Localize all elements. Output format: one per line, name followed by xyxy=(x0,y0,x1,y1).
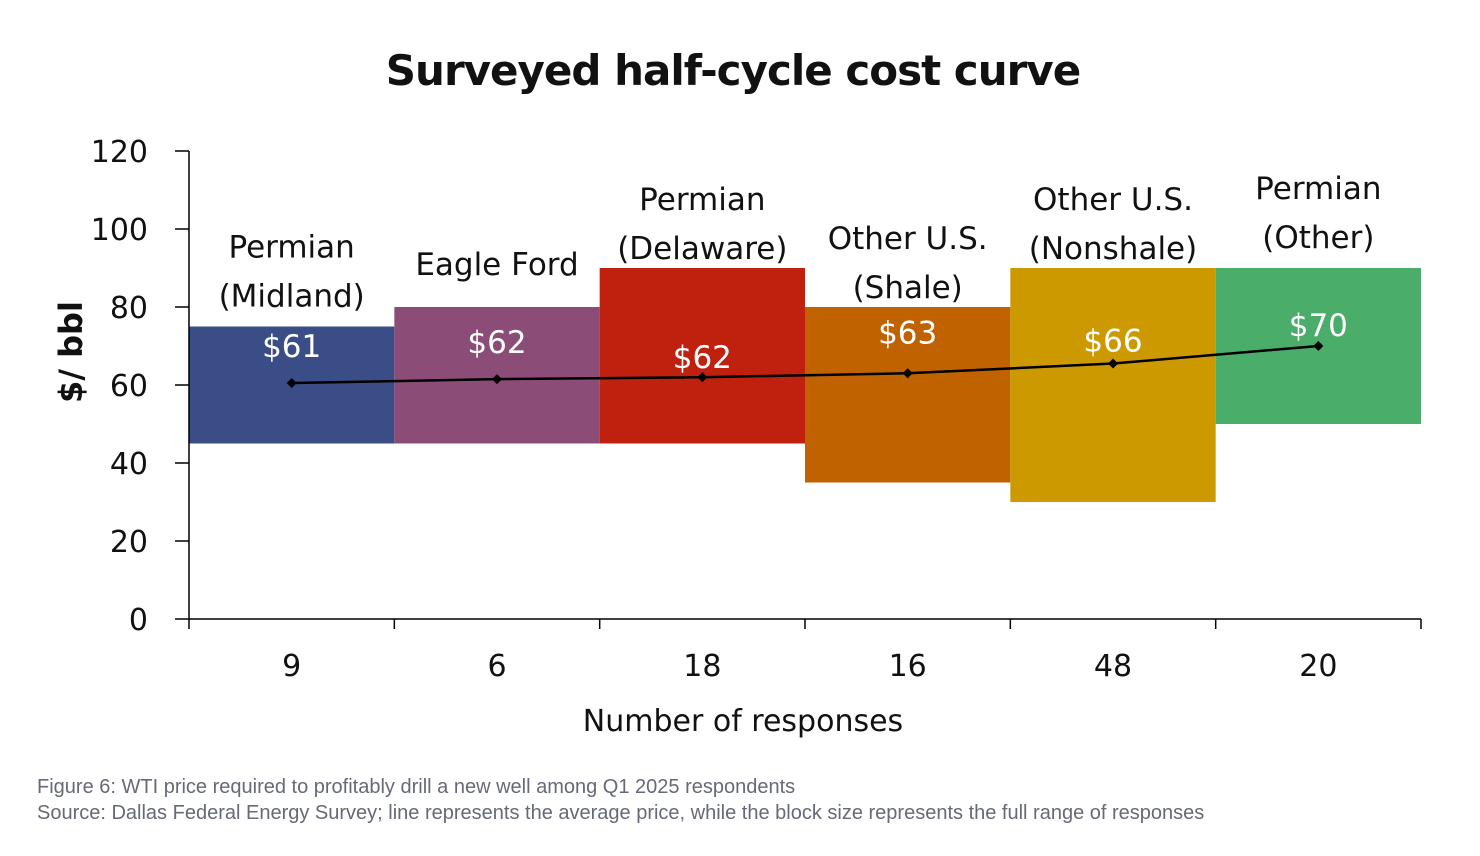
chart-title: Surveyed half-cycle cost curve xyxy=(385,46,1081,95)
chart-plot: 0 20 40 60 80 100 120 9 6 18 16 48 20 Number of respo… xyxy=(52,135,1422,739)
category-label: (Other) xyxy=(1262,220,1374,256)
average-label: $62 xyxy=(467,325,526,361)
category-label: Permian xyxy=(639,182,765,218)
x-tick-label: 20 xyxy=(1299,649,1337,684)
category-label: (Midland) xyxy=(219,279,365,315)
range-block xyxy=(805,307,1011,483)
average-marker xyxy=(286,378,297,389)
average-marker xyxy=(492,374,502,385)
category-label: Permian xyxy=(1255,171,1381,207)
y-tick-label: 100 xyxy=(91,213,148,248)
y-tick-label: 80 xyxy=(110,291,148,326)
y-axis-label: $/ bbl xyxy=(52,301,90,403)
average-label: $70 xyxy=(1289,308,1348,344)
category-label: (Shale) xyxy=(853,270,963,306)
range-block xyxy=(599,268,805,444)
y-tick-label: 120 xyxy=(91,135,148,170)
source-caption: Source: Dallas Federal Energy Survey; li… xyxy=(37,802,1205,824)
average-label: $61 xyxy=(262,329,321,365)
figure-caption: Figure 6: WTI price required to profitab… xyxy=(37,776,796,798)
average-label: $66 xyxy=(1083,324,1142,360)
average-marker xyxy=(697,372,708,383)
y-tick-label: 0 xyxy=(129,603,148,638)
average-label: $62 xyxy=(673,340,732,376)
category-label: Other U.S. xyxy=(1033,182,1193,218)
x-axis-label: Number of responses xyxy=(583,704,903,739)
y-tick-label: 40 xyxy=(110,447,148,482)
category-label: (Nonshale) xyxy=(1029,231,1197,267)
average-marker xyxy=(902,368,913,379)
category-label: Other U.S. xyxy=(828,221,988,257)
category-label: Eagle Ford xyxy=(415,247,578,283)
category-label: (Delaware) xyxy=(617,231,787,267)
average-line xyxy=(291,344,1319,385)
x-tick-label: 16 xyxy=(889,649,927,684)
range-block xyxy=(1010,268,1216,502)
category-label: Permian xyxy=(229,230,355,266)
x-tick-label: 48 xyxy=(1094,649,1132,684)
average-label: $63 xyxy=(878,315,937,351)
y-tick-label: 20 xyxy=(110,525,148,560)
x-tick-label: 18 xyxy=(683,649,721,684)
x-tick-label: 9 xyxy=(282,649,301,684)
x-tick-label: 6 xyxy=(487,649,506,684)
average-marker xyxy=(1108,358,1118,369)
average-marker xyxy=(1313,341,1324,351)
y-tick-label: 60 xyxy=(110,369,148,404)
